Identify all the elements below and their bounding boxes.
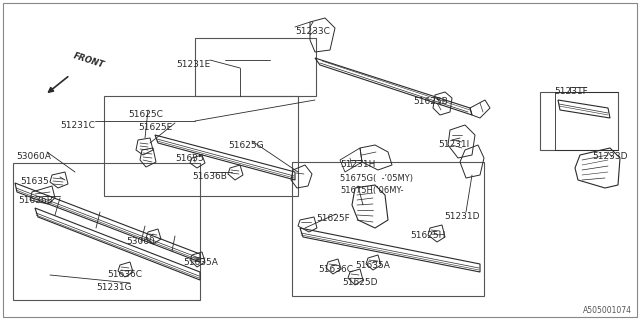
Text: 51625F: 51625F [316,214,349,223]
Text: 53060: 53060 [126,237,155,246]
Text: 51233C: 51233C [295,27,330,36]
Text: 51231G: 51231G [96,283,132,292]
Text: 51636C: 51636C [107,270,142,279]
Bar [292,162,484,296]
Text: 51625H: 51625H [410,231,445,240]
Text: 51625D: 51625D [342,278,378,287]
Bar [195,38,316,96]
Text: 51233D: 51233D [592,152,627,161]
Text: 51636B: 51636B [18,196,53,205]
Text: 51635A: 51635A [355,261,390,270]
Text: 51231I: 51231I [438,140,469,149]
Text: 51675H(’06MY-: 51675H(’06MY- [340,186,403,195]
Text: 51625B: 51625B [413,97,448,106]
Text: 51231C: 51231C [60,121,95,130]
Bar [540,92,618,150]
Text: 51636C: 51636C [318,265,353,274]
Text: 51625C: 51625C [128,110,163,119]
Text: 51625G: 51625G [228,141,264,150]
Text: A505001074: A505001074 [583,306,632,315]
Text: FRONT: FRONT [72,52,106,70]
Text: 51635: 51635 [175,154,204,163]
Text: 51231D: 51231D [444,212,479,221]
Text: 51675G(  -’05MY): 51675G( -’05MY) [340,174,413,183]
Text: 51635A: 51635A [183,258,218,267]
Text: 51231E: 51231E [176,60,211,69]
Bar [104,96,298,196]
Text: 51635: 51635 [20,177,49,186]
Text: 51636B: 51636B [192,172,227,181]
Text: 53060A: 53060A [16,152,51,161]
Text: 51231H: 51231H [340,160,376,169]
Bar [13,163,200,300]
Text: 51625E: 51625E [138,123,172,132]
Text: 51231F: 51231F [554,87,588,96]
